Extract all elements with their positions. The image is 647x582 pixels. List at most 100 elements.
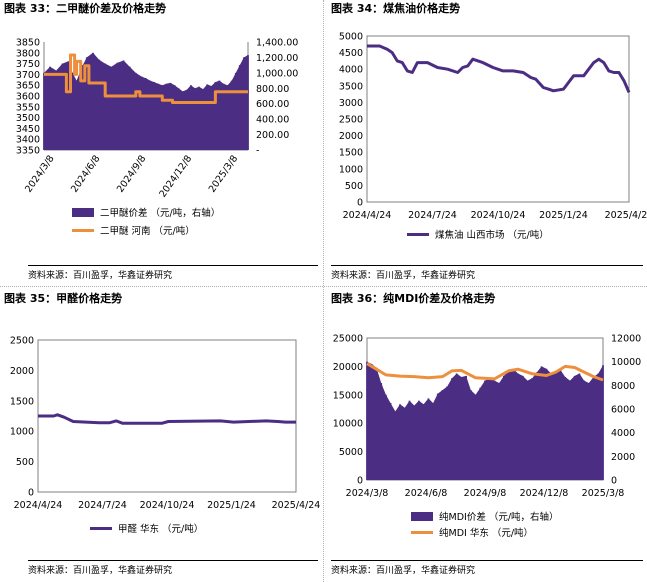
chart-35-x-tick-label: 2024/10/24 bbox=[140, 500, 195, 511]
chart-34-legend-label-0: 煤焦油 山西市场 （元/吨） bbox=[435, 229, 549, 241]
chart-33-bar-mark-5 bbox=[71, 72, 74, 150]
chart-33-bar-mark-1 bbox=[49, 66, 51, 150]
chart-36-bar-mark-9 bbox=[408, 400, 411, 480]
chart-36-bar-mark-12 bbox=[422, 404, 425, 480]
chart-33-bar-mark-33 bbox=[206, 84, 209, 150]
chart-36-x-tick-label: 2024/3/8 bbox=[346, 488, 389, 499]
chart-33-x-tick-label: 2024/3/8 bbox=[23, 153, 56, 194]
panel-chart-34: 图表 34：煤焦油价格走势 5000 4500 4000 3500 3000 2500 20… bbox=[327, 0, 647, 286]
chart-33-bar-mark-6 bbox=[75, 80, 78, 150]
chart-36-right-tick-label: 8000 bbox=[611, 381, 635, 392]
chart-33-bar-mark-29 bbox=[190, 85, 192, 150]
chart-34-left-tick-label: 2000 bbox=[339, 131, 363, 142]
chart-33-title: 图表 33：二甲醚价差及价格走势 bbox=[4, 2, 167, 15]
chart-34-left-tick-label: 5000 bbox=[339, 32, 363, 43]
chart-36-bar-mark-13 bbox=[427, 398, 430, 480]
chart-36-bar-mark-29 bbox=[503, 375, 505, 480]
chart-33-bar-mark-25 bbox=[173, 85, 176, 150]
chart-33-bar-mark-21 bbox=[157, 83, 160, 150]
chart-36-source-rule bbox=[331, 560, 643, 561]
chart-33-bar-mark-17 bbox=[141, 76, 143, 150]
chart-36-bar-mark-2 bbox=[375, 367, 378, 480]
chart-36-bar-mark-35 bbox=[531, 378, 534, 480]
chart-33-svg: 3850380037503700365036003550350034503400… bbox=[16, 38, 299, 238]
chart-33-bar-mark-41 bbox=[238, 65, 241, 150]
chart-33-bar-mark-40 bbox=[234, 72, 237, 150]
chart-36-bar-mark-26 bbox=[488, 378, 491, 480]
chart-35-line-series bbox=[38, 413, 296, 425]
chart-34-left-tick-label: 4500 bbox=[339, 48, 363, 59]
panel-chart-33: 图表 33：二甲醚价差及价格走势 3850 3800 3750 3700 3650 360… bbox=[0, 0, 323, 286]
chart-36-bar-mark-48 bbox=[592, 377, 595, 480]
chart-34-left-tick-label: 3000 bbox=[339, 98, 363, 109]
chart-36-bar-mark-37 bbox=[540, 366, 543, 480]
chart-36-bar-mark-31 bbox=[512, 368, 515, 480]
chart-36-bar-mark-11 bbox=[418, 400, 420, 480]
chart-34-left-tick-label: 2500 bbox=[339, 115, 363, 126]
chart-33-right-tick-label: - bbox=[256, 146, 259, 157]
chart-33-bar-mark-37 bbox=[222, 83, 225, 150]
chart-36-source: 资料来源：百川盈孚，华鑫证券研究 bbox=[331, 566, 476, 576]
chart-33-bar-mark-7 bbox=[81, 65, 84, 150]
chart-35-left-tick-label: 1500 bbox=[10, 396, 34, 407]
chart-35-x-tick-label: 2025/4/24 bbox=[272, 500, 321, 511]
chart-33-x-tick-label: 2024/6/8 bbox=[69, 153, 102, 194]
chart-36-right-tick-label: 6000 bbox=[611, 405, 635, 416]
chart-33-bar-mark-36 bbox=[218, 80, 221, 150]
chart-34-source-rule bbox=[331, 265, 643, 266]
panel-separator-horizontal bbox=[0, 286, 647, 287]
chart-36-bar-mark-44 bbox=[573, 375, 576, 480]
chart-35-plot-frame bbox=[37, 339, 297, 493]
chart-36-bar-mark-38 bbox=[545, 368, 548, 480]
chart-36-legend-label-0: 纯MDI价差 （元/吨，右轴） bbox=[439, 511, 559, 523]
chart-36-bar-mark-33 bbox=[521, 375, 524, 480]
chart-36-bar-mark-17 bbox=[446, 386, 449, 480]
chart-33-left-tick-label: 3750 bbox=[16, 59, 40, 70]
chart-33-x-tick-label: 2024/12/8 bbox=[157, 153, 194, 199]
chart-35-x-tick-label: 2024/7/24 bbox=[78, 500, 127, 511]
chart-36-bar-mark-6 bbox=[394, 411, 397, 480]
chart-36-title: 图表 36：纯MDI价差及价格走势 bbox=[331, 292, 496, 305]
chart-36-left-tick-label: 10000 bbox=[333, 419, 363, 430]
chart-36-bar-mark-40 bbox=[554, 372, 557, 480]
chart-33-line-series bbox=[44, 53, 248, 104]
chart-33-bar-mark-18 bbox=[145, 78, 147, 150]
chart-36-line-series bbox=[366, 362, 604, 382]
chart-33-right-tick-label: 1,000.00 bbox=[256, 68, 298, 79]
chart-36-bar-mark-47 bbox=[587, 383, 590, 480]
chart-36-bar-mark-41 bbox=[559, 370, 562, 480]
chart-36-bar-mark-39 bbox=[550, 373, 552, 480]
chart-36-bar-mark-25 bbox=[484, 380, 486, 480]
chart-35-left-tick-label: 2000 bbox=[10, 366, 34, 377]
chart-36-bar-mark-34 bbox=[526, 380, 529, 480]
chart-35-left-tick-label: 500 bbox=[16, 457, 34, 468]
chart-34-left-tick-label: 4000 bbox=[339, 65, 363, 76]
chart-33-left-tick-label: 3800 bbox=[16, 48, 40, 59]
chart-35-x-tick-label: 2024/4/24 bbox=[14, 500, 63, 511]
chart-34-plot-frame bbox=[366, 35, 630, 203]
chart-33-bar-mark-24 bbox=[169, 82, 172, 150]
chart-36-bar-mark-16 bbox=[441, 390, 444, 480]
chart-36-bar-mark-27 bbox=[493, 380, 496, 480]
chart-36-left-tick-label: 5000 bbox=[339, 447, 363, 458]
chart-33-bar-mark-14 bbox=[122, 60, 125, 150]
chart-33-legend-swatch-0 bbox=[72, 208, 94, 217]
chart-36-left-tick-label: 25000 bbox=[333, 334, 363, 345]
chart-36-left-tick-label: 0 bbox=[357, 476, 363, 487]
chart-36-legend-label-1: 纯MDI 华东 （元/吨） bbox=[439, 527, 533, 539]
chart-33-bar-mark-31 bbox=[198, 86, 200, 150]
chart-33-bar-mark-0 bbox=[43, 72, 45, 150]
panel-chart-35: 图表 35：甲醛价格走势 2500 2000 1500 1000 500 0 2024/4/… bbox=[0, 290, 323, 582]
chart-36-bar-mark-50 bbox=[602, 365, 604, 480]
chart-36-left-tick-label: 15000 bbox=[333, 390, 363, 401]
chart-34-left-tick-label: 1500 bbox=[339, 148, 363, 159]
chart-33-bar-mark-43 bbox=[247, 55, 249, 150]
chart-35-title: 图表 35：甲醛价格走势 bbox=[4, 292, 123, 305]
chart-33-bar-mark-2 bbox=[55, 70, 58, 150]
chart-36-bar-mark-36 bbox=[536, 372, 538, 480]
chart-36-bar-mark-0 bbox=[366, 361, 368, 480]
chart-33-legend-label-0: 二甲醚价差 （元/吨，右轴） bbox=[100, 207, 220, 219]
chart-33-source: 资料来源：百川盈孚，华鑫证券研究 bbox=[28, 271, 173, 281]
chart-36-right-tick-label: 0 bbox=[611, 476, 617, 487]
chart-36-bar-mark-32 bbox=[517, 373, 519, 480]
